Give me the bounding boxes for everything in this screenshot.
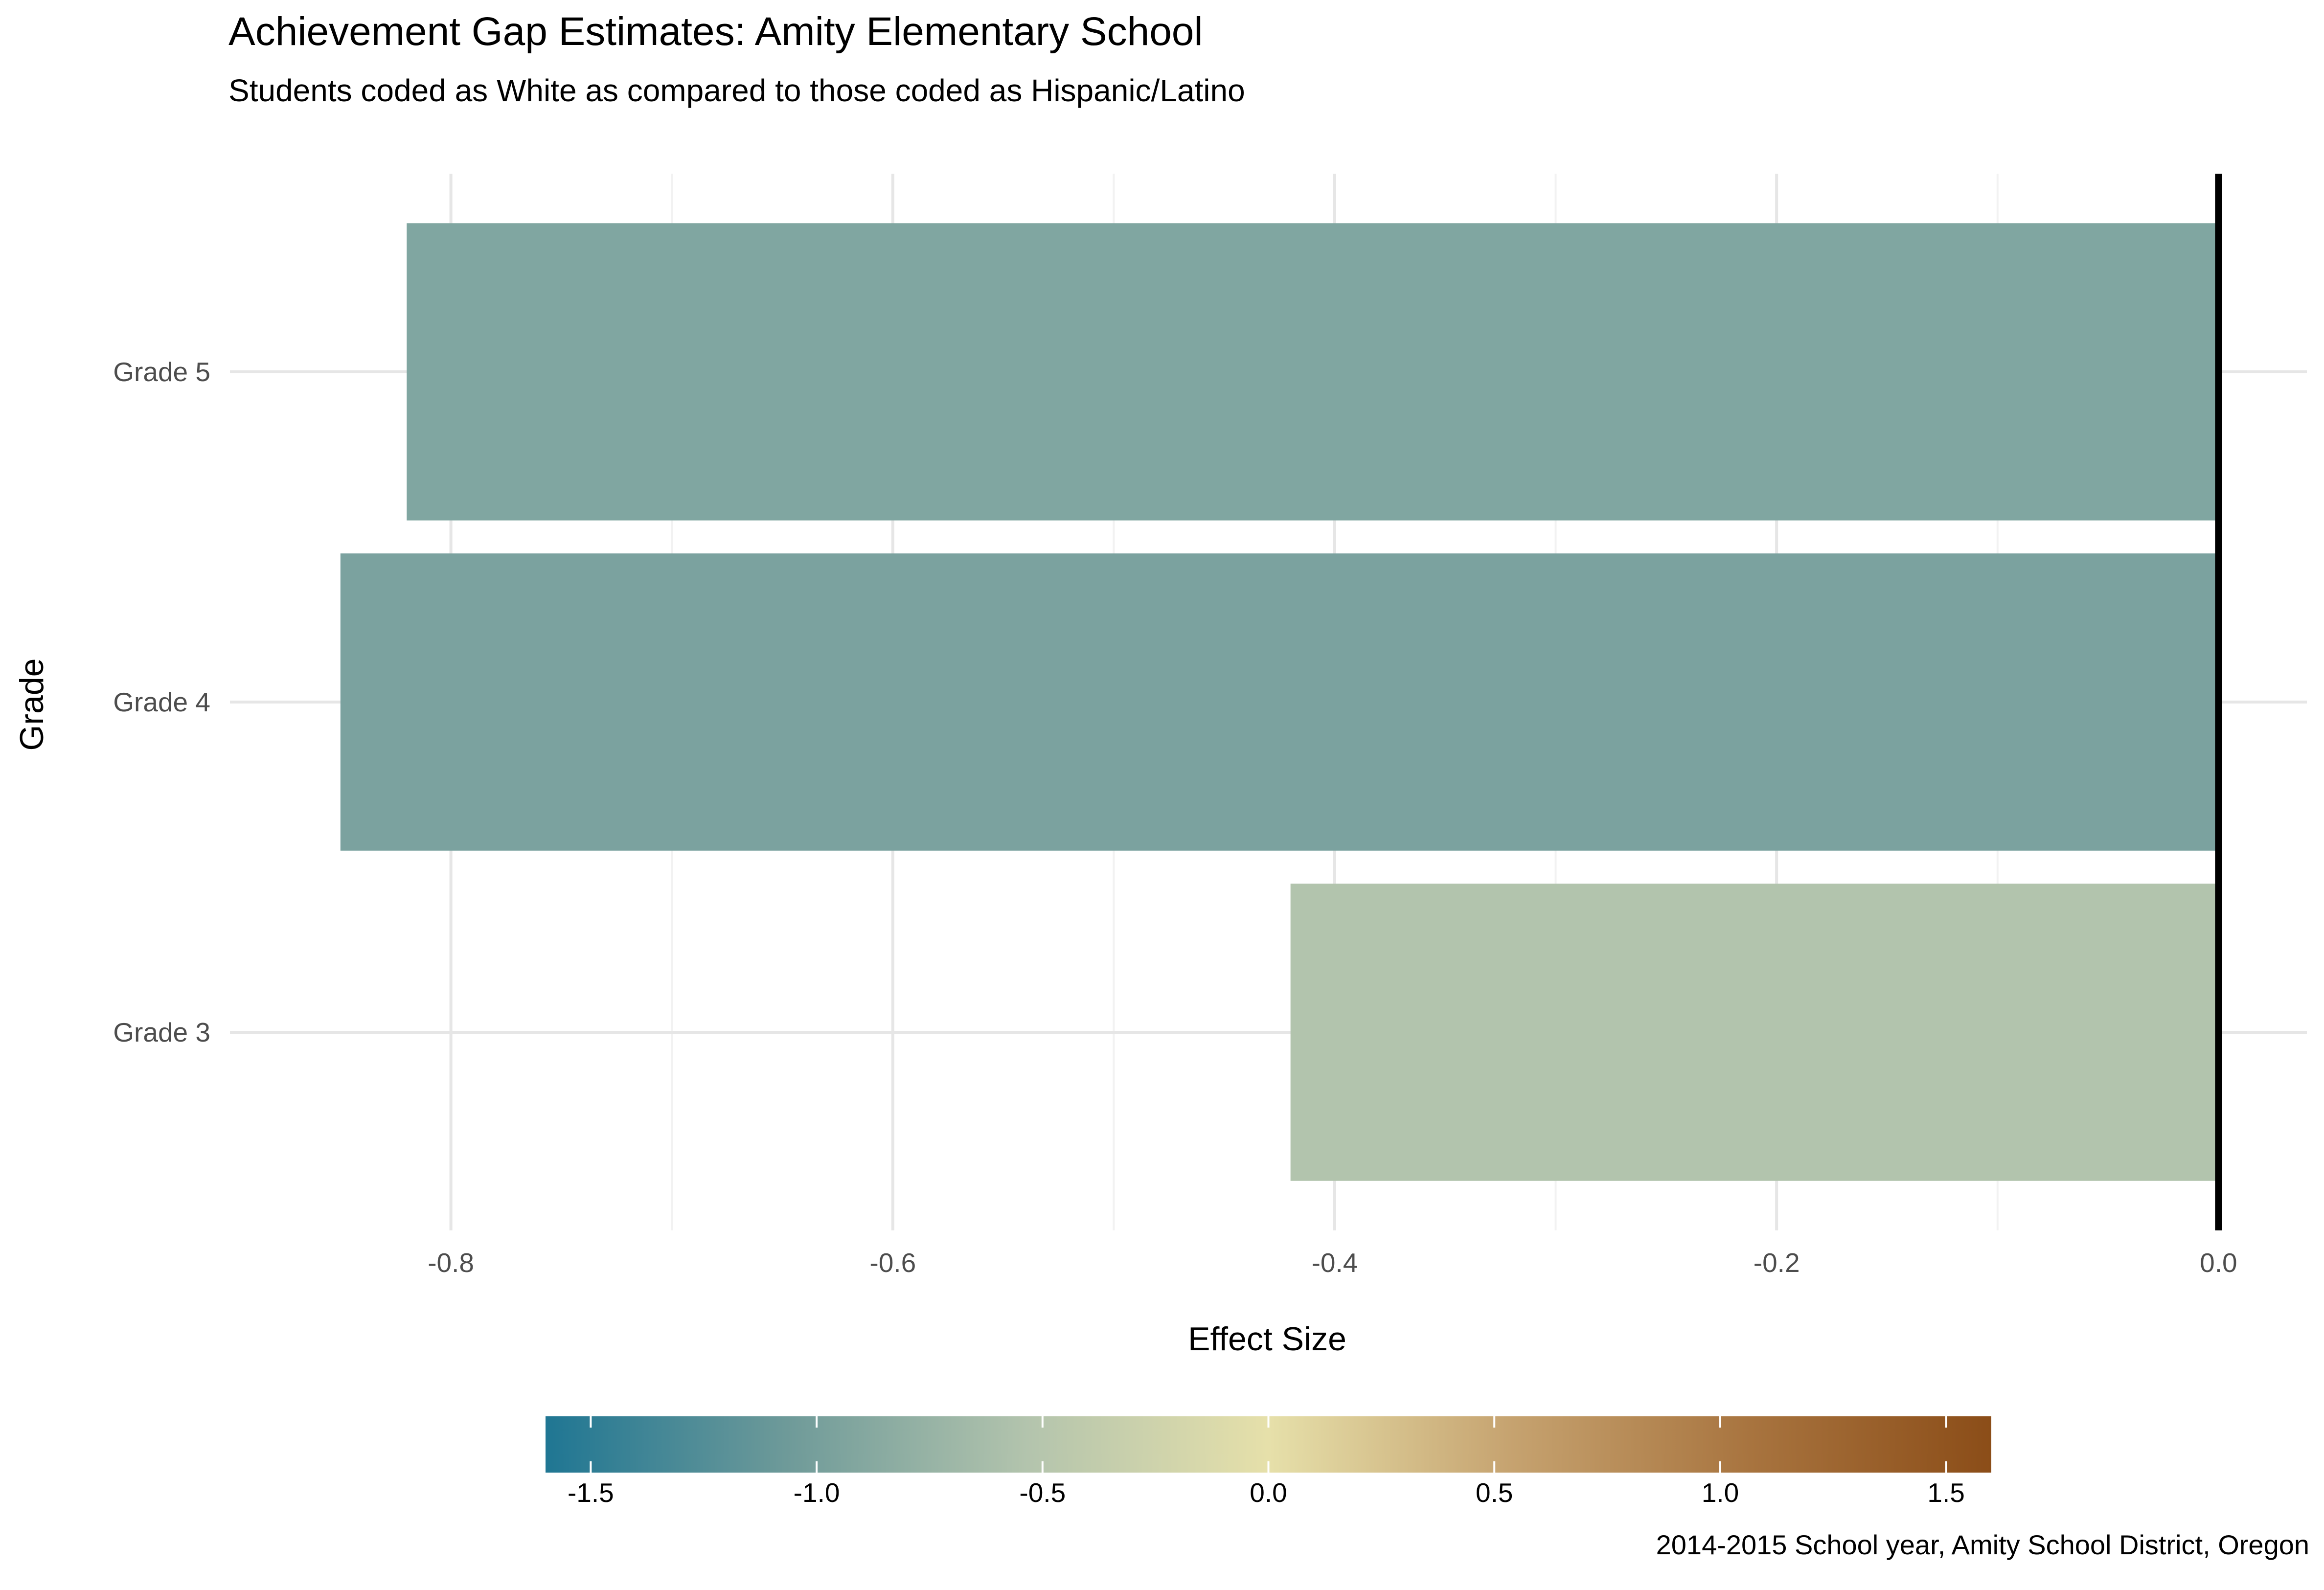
chart-caption: 2014-2015 School year, Amity School Dist… <box>1656 1529 2309 1560</box>
y-tick-label: Grade 4 <box>113 687 210 717</box>
bars <box>340 223 2219 1181</box>
x-axis-title: Effect Size <box>1188 1320 1346 1358</box>
y-tick-label: Grade 5 <box>113 357 210 387</box>
colorbar-tick-label: -1.0 <box>794 1477 840 1508</box>
colorbar-tick-label: -0.5 <box>1019 1477 1066 1508</box>
x-tick-label: -0.6 <box>869 1248 916 1278</box>
y-tick-label: Grade 3 <box>113 1017 210 1047</box>
x-tick-label: -0.8 <box>428 1248 474 1278</box>
colorbar-tick-label: -1.5 <box>568 1477 614 1508</box>
colorbar-tick-label: 0.0 <box>1250 1477 1287 1508</box>
y-axis-title: Grade <box>13 659 50 751</box>
x-axis-tick-labels: -0.8 -0.6 -0.4 -0.2 0.0 <box>428 1248 2237 1278</box>
x-tick-label: -0.4 <box>1312 1248 1358 1278</box>
color-legend: -1.5 -1.0 -0.5 0.0 0.5 1.0 1.5 <box>546 1416 1991 1508</box>
colorbar-tick-label: 1.5 <box>1927 1477 1964 1508</box>
chart-subtitle: Students coded as White as compared to t… <box>228 73 1245 108</box>
chart-title: Achievement Gap Estimates: Amity Element… <box>228 9 1203 54</box>
colorbar-tick-label: 1.0 <box>1702 1477 1739 1508</box>
y-axis-tick-labels: Grade 3 Grade 4 Grade 5 <box>113 357 210 1047</box>
colorbar-ticks: -1.5 -1.0 -0.5 0.0 0.5 1.0 1.5 <box>568 1416 1965 1508</box>
bar-grade-5 <box>407 223 2219 521</box>
bar-grade-3 <box>1290 884 2219 1181</box>
bar-grade-4 <box>340 553 2219 851</box>
colorbar-tick-label: 0.5 <box>1476 1477 1513 1508</box>
x-tick-label: 0.0 <box>2200 1248 2237 1278</box>
x-tick-label: -0.2 <box>1754 1248 1800 1278</box>
